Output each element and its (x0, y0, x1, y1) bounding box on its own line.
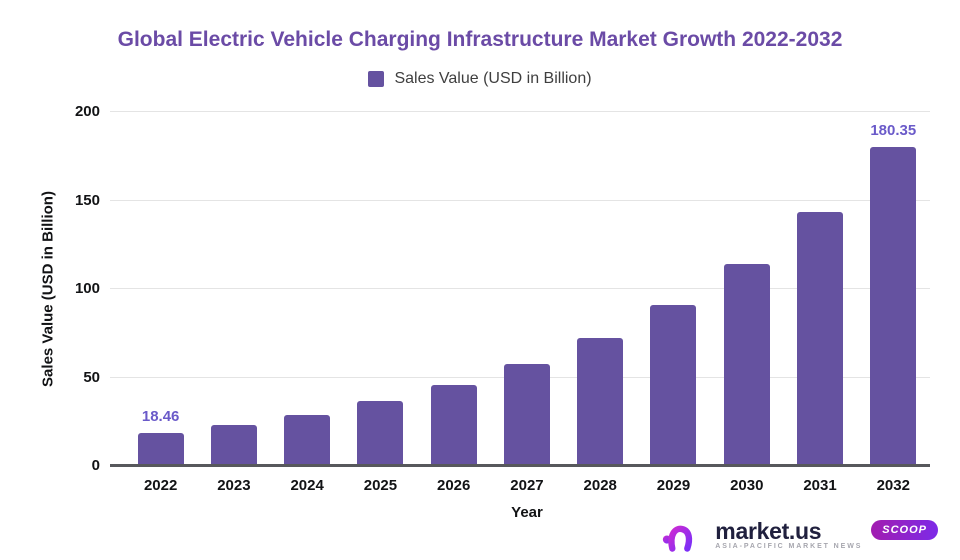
bar-slot-2028: 2028 (564, 112, 637, 494)
x-tick-label-2022: 2022 (143, 477, 178, 494)
gridline-200 (110, 111, 930, 112)
bar-2029 (650, 305, 697, 466)
bar-2030 (723, 263, 770, 466)
x-tick-label-2025: 2025 (363, 477, 398, 494)
y-tick-label: 200 (74, 103, 100, 120)
bar-slot-2025: 2025 (344, 112, 417, 494)
bar-2024 (284, 414, 331, 466)
gridline-150 (110, 199, 930, 201)
y-tick-label: 150 (74, 191, 100, 209)
bar-slot-2030: 2030 (710, 112, 783, 494)
bar-slot-2032: 180.35 2032 (857, 112, 930, 494)
bar-slot-2031: 2031 (783, 112, 856, 494)
brand-text-block: market.us ASIA-PACIFIC MARKET NEWS (715, 518, 863, 551)
x-axis-title: Year (511, 504, 543, 521)
x-tick-label-2029: 2029 (656, 477, 691, 494)
bar-2022 (137, 433, 184, 466)
x-tick-label-2024: 2024 (290, 477, 324, 494)
bar-slot-2023: 2023 (197, 112, 270, 494)
x-tick-label-2031: 2031 (803, 477, 837, 494)
bar-slot-2024: 2024 (271, 112, 344, 494)
y-tick-label: 0 (91, 457, 100, 474)
chart-title: Global Electric Vehicle Charging Infrast… (117, 28, 843, 51)
bar-slot-2026: 2026 (417, 112, 490, 494)
x-tick-label-2030: 2030 (730, 477, 764, 494)
bars: 18.46 2022 2023 2024 2025 2026 2027 2028 2029 203… (124, 112, 930, 494)
x-tick-label-2028: 2028 (583, 477, 617, 494)
x-tick-label-2027: 2027 (510, 477, 544, 494)
y-tick-label: 100 (74, 280, 100, 297)
x-axis-line (110, 464, 930, 467)
brand-footer: market.us ASIA-PACIFIC MARKET NEWS SCOOP (662, 516, 938, 554)
x-tick-label-2026: 2026 (437, 477, 471, 494)
bar-2023 (210, 424, 257, 466)
x-tick-label-2032: 2032 (876, 477, 910, 494)
brand-tagline: ASIA-PACIFIC MARKET NEWS (715, 543, 863, 550)
bar-2028 (577, 337, 624, 466)
legend-swatch (368, 71, 385, 87)
brand-name: market.us (715, 518, 822, 544)
legend: Sales Value (USD in Billion) (0, 70, 960, 88)
gridline-100 (110, 288, 930, 289)
bar-2025 (357, 401, 404, 466)
bar-slot-2022: 18.46 2022 (124, 112, 197, 494)
scoop-badge: SCOOP (871, 520, 938, 540)
y-axis-ticks: 0 50 100 150 200 (0, 103, 100, 474)
bar-2027 (503, 363, 550, 466)
x-tick-label-2023: 2023 (217, 477, 251, 494)
value-label-2032: 180.35 (870, 121, 917, 139)
bar-slot-2027: 2027 (490, 112, 563, 494)
bar-2031 (797, 212, 844, 466)
value-label-2022: 18.46 (141, 408, 180, 426)
y-tick-label: 50 (83, 368, 100, 386)
bar-2026 (430, 384, 477, 466)
legend-label: Sales Value (USD in Billion) (394, 70, 592, 87)
bar-2032 (870, 146, 917, 466)
bar-slot-2029: 2029 (637, 112, 710, 494)
marketus-logo-icon (663, 522, 708, 552)
